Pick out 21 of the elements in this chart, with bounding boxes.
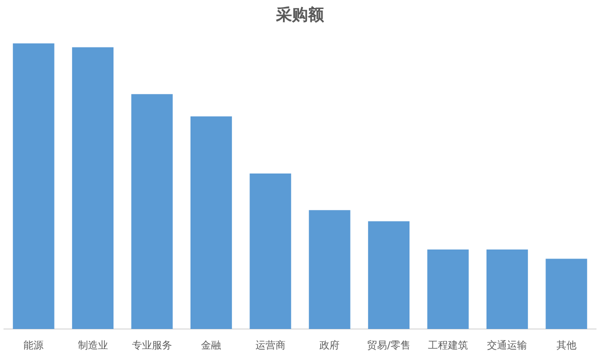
bar	[131, 94, 173, 329]
x-tick-label: 政府	[320, 340, 340, 352]
bar	[486, 250, 528, 329]
bar	[546, 258, 588, 329]
bar	[12, 43, 54, 329]
x-tick-label: 能源	[24, 340, 44, 352]
bar	[190, 116, 232, 329]
x-tick-label: 工程建筑	[428, 340, 468, 352]
x-tick-label: 其他	[556, 340, 576, 352]
x-tick-label: 运营商	[255, 340, 286, 352]
x-tick-label: 金融	[201, 340, 222, 352]
bar	[72, 47, 114, 329]
bar	[427, 250, 469, 329]
bar	[308, 210, 350, 329]
x-tick-label: 专业服务	[132, 340, 172, 352]
x-tick-label: 交通运输	[487, 340, 528, 352]
bar	[250, 174, 292, 329]
bar	[368, 221, 410, 329]
x-tick-label: 制造业	[78, 340, 108, 352]
chart-title: 采购额	[275, 4, 325, 24]
x-tick-label: 贸易/零售	[367, 340, 410, 352]
